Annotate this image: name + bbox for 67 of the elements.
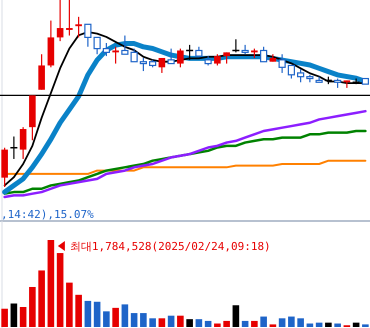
bar: [168, 316, 174, 327]
bar: [48, 240, 54, 327]
candlestick: [102, 42, 110, 57]
candlestick: [112, 46, 119, 64]
bar: [214, 324, 221, 327]
bar: [270, 324, 276, 327]
bar: [103, 311, 110, 327]
candlestick: [121, 34, 128, 55]
candlestick: [140, 57, 147, 72]
bar: [297, 318, 304, 327]
candlestick: [66, 0, 73, 36]
candlestick: [195, 46, 202, 57]
bar: [362, 324, 369, 327]
candlestick: [185, 44, 194, 60]
bar: [204, 320, 212, 327]
candlestick: [204, 56, 212, 66]
bar: [232, 305, 240, 327]
candlestick: [84, 24, 92, 48]
bar: [288, 316, 295, 327]
bar: [186, 319, 193, 327]
bar: [10, 304, 18, 327]
candlestick: [20, 126, 26, 160]
bar: [66, 282, 73, 327]
candlestick: [232, 38, 240, 53]
candlestick: [214, 54, 221, 66]
candlestick: [10, 136, 18, 160]
bar: [177, 316, 184, 327]
candlestick: [130, 48, 138, 62]
bar: [149, 318, 156, 327]
bar: [316, 322, 322, 327]
bar: [112, 308, 119, 327]
bar: [251, 320, 258, 327]
bar: [306, 324, 314, 327]
bar: [223, 320, 230, 327]
candlestick: [158, 57, 166, 74]
candlestick: [242, 44, 249, 55]
bar: [130, 313, 138, 327]
candlestick: [56, 0, 64, 42]
bar: [325, 322, 332, 327]
bar: [196, 319, 202, 327]
bar: [242, 320, 248, 327]
candlestick: [288, 64, 295, 80]
bar: [38, 270, 45, 327]
bar: [158, 318, 166, 327]
bar: [140, 313, 147, 327]
bar: [122, 304, 128, 327]
text: ,14:42),15.07%: [1, 208, 94, 221]
bar: [278, 318, 286, 327]
candlestick: [94, 36, 101, 55]
candlestick: [334, 78, 342, 88]
bar: [56, 253, 64, 327]
candlestick: [168, 48, 175, 64]
bar: [84, 300, 92, 327]
candlestick: [278, 54, 286, 74]
candlestick: [297, 68, 304, 83]
annotation: 최대1,784,528(2025/02/24,09:18): [70, 240, 271, 253]
candlestick: [177, 48, 184, 68]
candlestick: [251, 48, 258, 59]
bar: [260, 316, 267, 327]
bar: [75, 294, 82, 327]
bar: [29, 286, 36, 327]
bar: [94, 302, 100, 327]
bar: [1, 308, 8, 327]
bar: [334, 324, 341, 327]
bar: [352, 322, 360, 327]
bar: [20, 306, 26, 327]
candlestick: [260, 46, 268, 62]
